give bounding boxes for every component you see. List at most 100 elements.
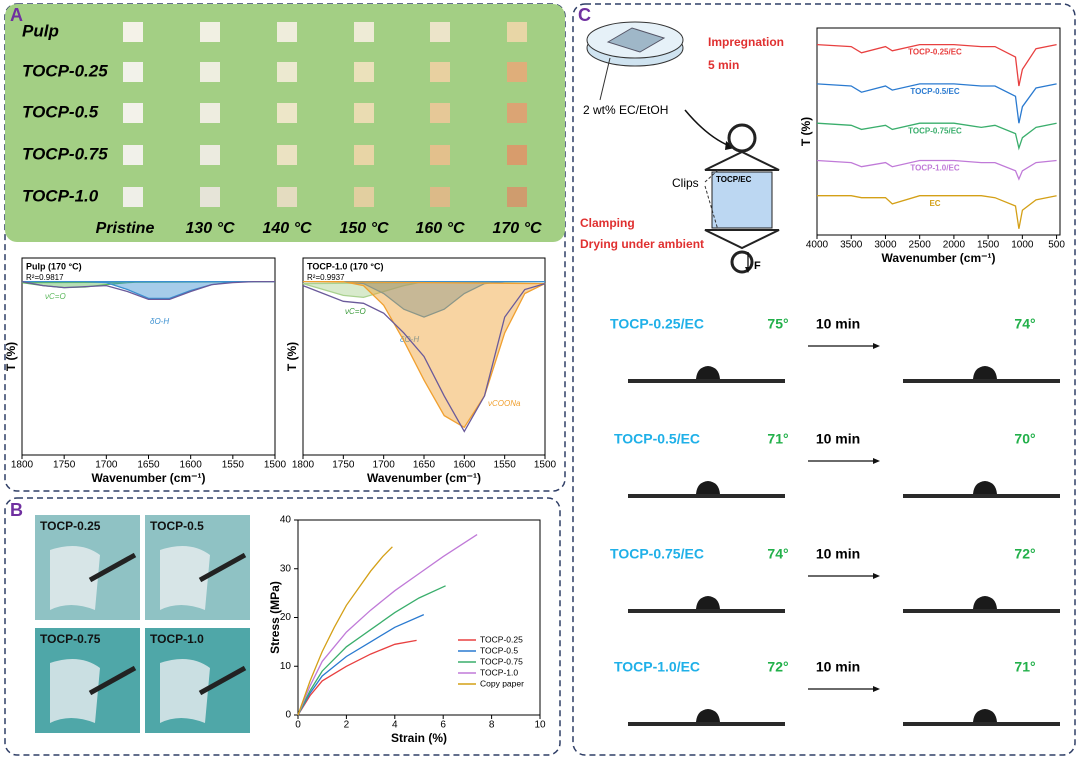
y-tick-label: 40 [280,515,292,526]
droplet [696,481,720,494]
interval: 10 min [816,316,860,332]
tweezers [198,665,247,696]
substrate [903,379,1060,383]
sample-swatch [123,187,143,207]
interval: 10 min [816,659,860,675]
film [50,546,100,610]
series-label: EC [929,199,940,208]
sample-name: TOCP-0.25/EC [610,316,704,332]
angle-final: 72° [1014,546,1035,562]
clip-pointer [704,169,719,183]
x-tick-label: 1600 [453,460,476,471]
clip-ring [730,250,754,274]
sample-swatch [354,62,374,82]
sample-swatch [277,62,297,82]
substrate [628,722,785,726]
substrate [628,609,785,613]
diagram-text: 5 min [708,58,739,72]
column-label: 140 °C [262,220,312,237]
series-label: TOCP-0.75/EC [908,126,962,135]
spectrum-line [817,195,1057,229]
sample-swatch [354,145,374,165]
sample-swatch [123,22,143,42]
clip-ring [727,123,757,153]
chart-title: TOCP-1.0 (170 °C) [307,261,383,271]
x-tick-label: 1550 [222,460,245,471]
row-label: TOCP-0.5 [22,102,99,121]
x-axis-label: Strain (%) [391,731,447,745]
arrow-head [873,343,880,349]
series-label: TOCP-1.0/EC [910,164,959,173]
legend-label: TOCP-1.0 [480,667,518,677]
x-tick-label: 1650 [137,460,160,471]
diagram-text: Impregnation [708,35,784,49]
tweezers [88,665,137,696]
x-tick-label: 1500 [264,460,287,471]
row-label: TOCP-0.75 [22,144,108,163]
sample-swatch [200,62,220,82]
column-label: 160 °C [415,220,465,237]
sample-swatch [430,187,450,207]
droplet [973,366,997,379]
peak-label: νCOONa [488,399,521,408]
panel-letter: A [10,5,23,25]
series-label: TOCP-0.5/EC [910,87,959,96]
peak-label: δO-H [150,317,169,326]
film [160,659,210,723]
y-tick-label: 20 [280,612,292,623]
photo-label: TOCP-0.5 [150,519,204,533]
sample-swatch [354,22,374,42]
sample-swatch [200,22,220,42]
x-tick-label: 1000 [1011,240,1034,251]
x-tick-label: 1550 [494,460,517,471]
sample-swatch [507,103,527,123]
x-tick-label: 2500 [909,240,932,251]
sample-swatch [507,62,527,82]
spectrum-line [297,614,425,716]
x-tick-label: 1650 [413,460,436,471]
arrow-head [873,573,880,579]
sample-swatch [430,22,450,42]
x-axis-label: Wavenumber (cm⁻¹) [92,471,206,485]
angle-initial: 75° [767,316,788,332]
x-tick-label: 1750 [332,460,355,471]
x-tick-label: 10 [534,720,546,731]
tweezers [88,552,137,583]
x-tick-label: 4 [392,720,398,731]
sample-swatch [200,145,220,165]
diagram-text: TOCP/EC [716,175,752,184]
diagram-text: F [754,260,761,272]
x-tick-label: 1500 [977,240,1000,251]
peak-label: νC=O [45,292,66,301]
x-tick-label: 4000 [806,240,829,251]
diagram-text: Clamping [580,216,635,230]
column-label: 170 °C [492,220,542,237]
sample-name: TOCP-0.75/EC [610,546,704,562]
x-tick-label: 2 [344,720,350,731]
film-sample [711,171,773,229]
substrate [903,609,1060,613]
photo-label: TOCP-0.25 [40,519,101,533]
y-axis-label: T (%) [285,342,299,371]
droplet [973,481,997,494]
spectrum-line [297,546,393,716]
spectrum-line [302,282,546,433]
y-axis-label: Stress (MPa) [268,581,282,654]
spectrum-line [816,43,1057,87]
substrate [903,722,1060,726]
tweezers [198,552,247,583]
legend-label: Copy paper [480,678,524,688]
row-label: Pulp [22,21,59,40]
x-tick-label: 1700 [95,460,118,471]
clip-top [704,150,780,171]
spectrum-line [816,83,1057,124]
panel-c-frame [572,3,1076,756]
series-label: TOCP-0.25/EC [908,48,962,57]
peak-label: νC=O [345,307,366,316]
sample-swatch [277,22,297,42]
angle-final: 70° [1014,431,1035,447]
sample-swatch [277,187,297,207]
arrow-head [745,267,751,273]
sample-swatch [430,62,450,82]
